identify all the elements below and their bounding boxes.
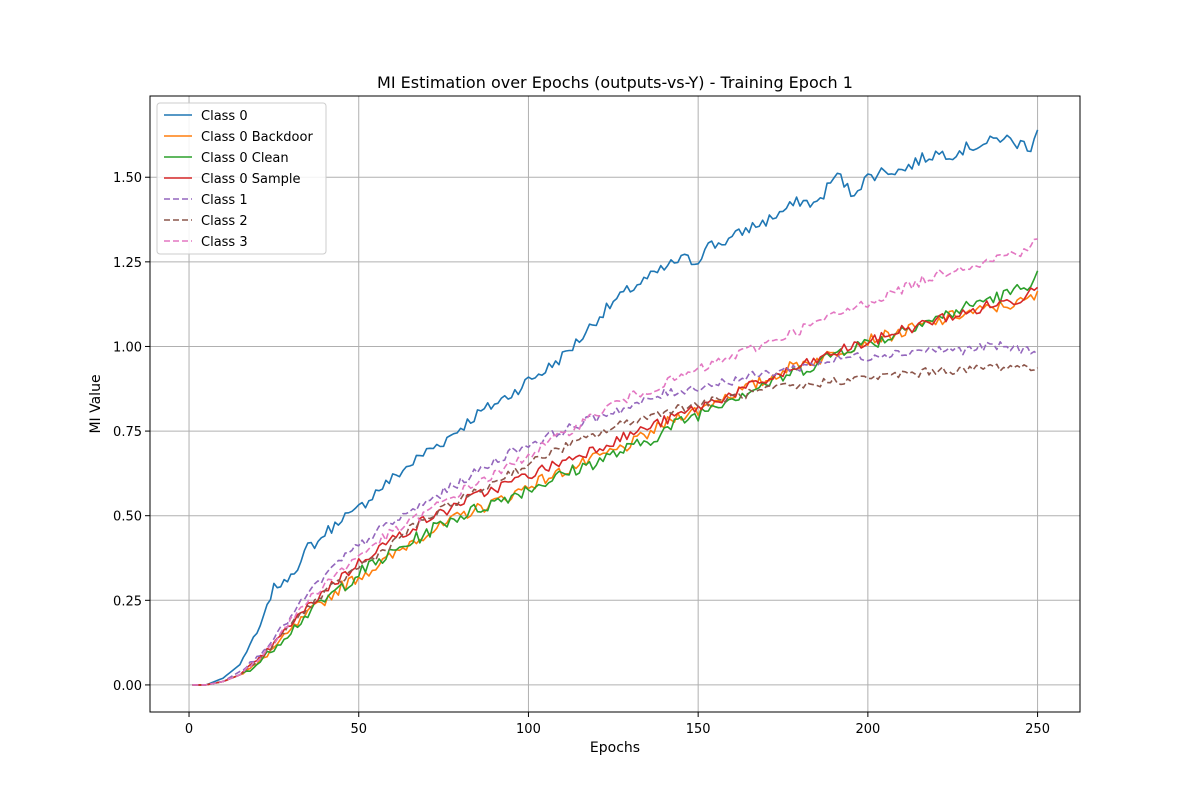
legend-label: Class 0 Clean [201,151,289,166]
series-line [192,290,1039,686]
series-lines [192,129,1039,686]
x-axis-label: Epochs [590,740,640,756]
legend-label: Class 1 [201,193,248,208]
x-tick-label: 0 [185,722,193,737]
x-tick-label: 200 [855,722,880,737]
x-tick-label: 250 [1025,722,1050,737]
chart-title: MI Estimation over Epochs (outputs-vs-Y)… [377,73,853,92]
legend-label: Class 0 [201,109,248,124]
y-tick-label: 0.00 [113,679,142,694]
series-line [192,129,1039,686]
y-tick-label: 1.00 [113,340,142,355]
x-tick-label: 100 [516,722,541,737]
x-tick-label: 50 [350,722,367,737]
y-axis-label: MI Value [88,374,104,433]
series-line [192,238,1038,686]
axis-ticks: 0 50 100 150 200 250 0.00 0.25 0.50 0.75 1.00 1.25 1… [113,171,1050,737]
series-line [192,363,1039,686]
series-line [192,340,1039,686]
y-tick-label: 1.25 [113,256,142,271]
legend: Class 0 Class 0 Backdoor Class 0 Clean Clas… [156,102,327,255]
y-tick-label: 0.25 [113,594,142,609]
legend-label: Class 0 Backdoor [201,130,313,145]
x-tick-label: 150 [686,722,711,737]
legend-label: Class 0 Sample [201,172,300,187]
y-tick-label: 0.75 [113,425,142,440]
legend-label: Class 2 [201,214,248,229]
y-tick-label: 1.50 [113,171,142,186]
legend-box [156,102,327,255]
legend-label: Class 3 [201,235,248,250]
grid [150,96,1080,712]
plot-frame [149,95,1081,713]
y-tick-label: 0.50 [113,510,142,525]
